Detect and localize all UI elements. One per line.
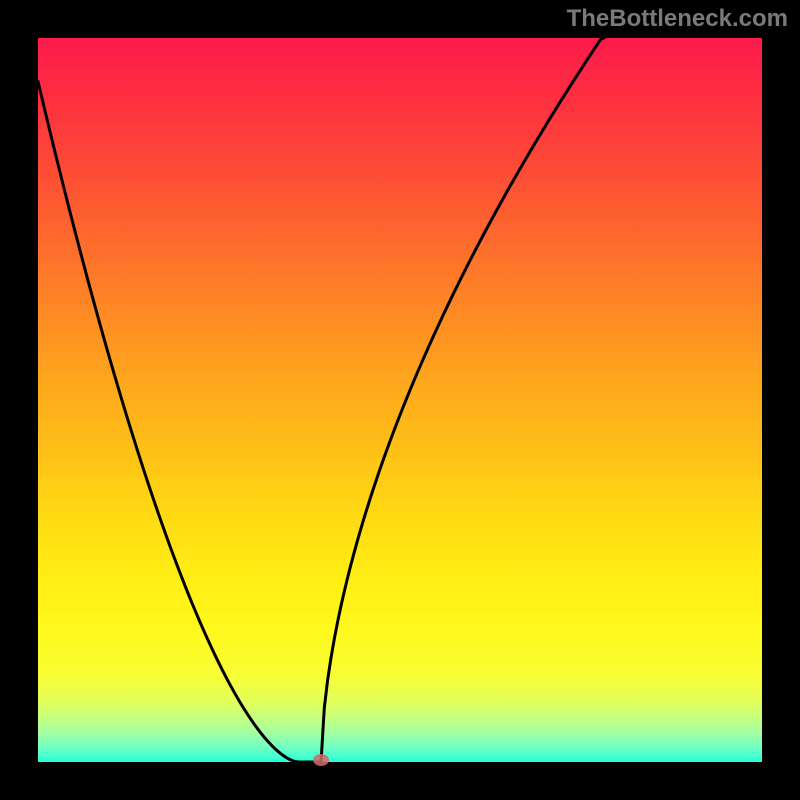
plot-area xyxy=(38,38,762,762)
optimal-point-marker xyxy=(313,754,329,766)
watermark-text: TheBottleneck.com xyxy=(567,5,788,33)
bottleneck-chart xyxy=(0,0,800,800)
